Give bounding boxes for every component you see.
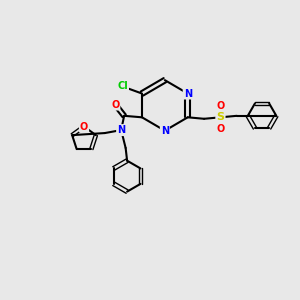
Text: N: N [117, 125, 125, 135]
Text: N: N [184, 88, 192, 98]
Text: N: N [161, 126, 169, 136]
Text: S: S [216, 112, 224, 122]
Text: O: O [80, 122, 88, 131]
Text: O: O [111, 100, 119, 110]
Text: O: O [216, 101, 225, 111]
Text: O: O [216, 124, 225, 134]
Text: Cl: Cl [117, 81, 128, 91]
